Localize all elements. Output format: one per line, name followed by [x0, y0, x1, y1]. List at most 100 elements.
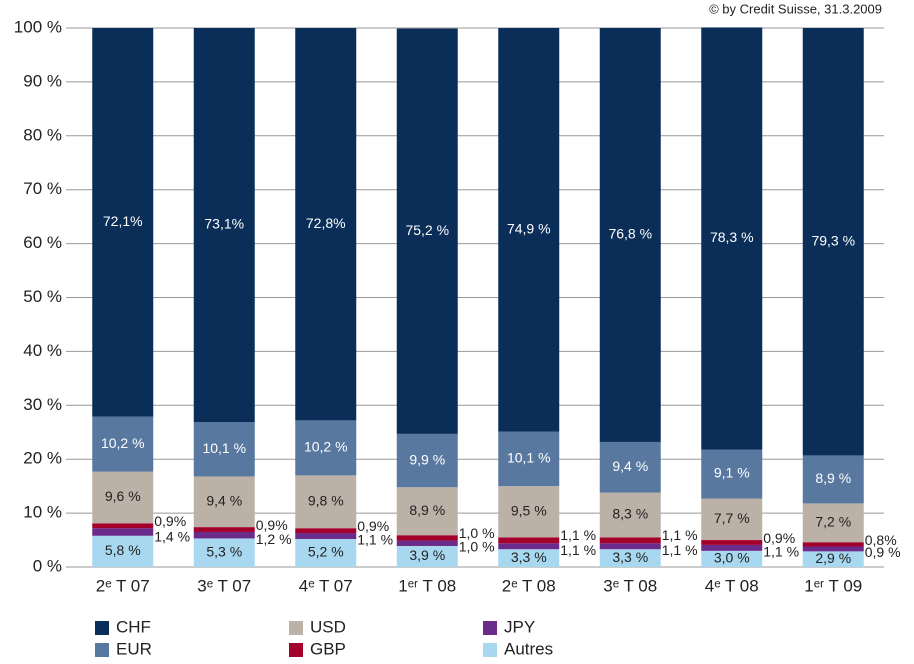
data-label: 9,9 %	[409, 451, 445, 467]
bar-segment	[802, 551, 864, 567]
y-tick-label: 30 %	[23, 395, 62, 414]
bar-segment	[295, 528, 357, 534]
bar-segment	[498, 28, 560, 432]
bar-segment	[701, 550, 763, 567]
data-label: 2,9 %	[815, 550, 851, 566]
bar-segment	[295, 475, 357, 529]
data-label: 78,3 %	[710, 229, 754, 245]
bar-segment	[599, 492, 661, 538]
data-label: 10,2 %	[101, 435, 145, 451]
bar-segment	[92, 471, 154, 524]
legend-swatch	[483, 621, 497, 635]
bar-segment	[701, 449, 763, 499]
y-tick-label: 70 %	[23, 179, 62, 198]
bar-segment	[498, 537, 560, 544]
bar-segment	[701, 544, 763, 551]
bar-segment	[498, 549, 560, 567]
data-label: 1,0 %	[459, 525, 495, 541]
x-tick-label: 3ᵉ T 07	[197, 576, 251, 595]
data-label: 5,2 %	[308, 544, 344, 560]
data-label: 1,4 %	[154, 528, 190, 544]
legend-swatch	[483, 643, 497, 657]
y-tick-label: 90 %	[23, 71, 62, 90]
data-label: 0,9%	[763, 530, 795, 546]
bar-segment	[193, 28, 255, 423]
data-label: 1,1 %	[763, 544, 799, 560]
data-label: 3,9 %	[409, 547, 445, 563]
bar-segment	[193, 422, 255, 477]
legend-swatch	[95, 643, 109, 657]
bar-segment	[498, 431, 560, 487]
bar-segment	[295, 28, 357, 421]
data-label: 5,3 %	[206, 543, 242, 559]
bar-segment	[295, 420, 357, 476]
x-tick-label: 2ᵉ T 08	[502, 576, 556, 595]
data-label: 1,1 %	[560, 527, 596, 543]
bar-segment	[802, 546, 864, 552]
bar-segment	[92, 416, 154, 472]
bar-segment	[599, 537, 661, 544]
bar-segment	[701, 27, 763, 450]
bar-segment	[92, 28, 154, 417]
data-label: 9,4 %	[612, 458, 648, 474]
legend-swatch	[289, 643, 303, 657]
legend-label: CHF	[116, 617, 151, 636]
x-tick-label: 1ᵉʳ T 09	[804, 576, 862, 595]
legend-swatch	[95, 621, 109, 635]
data-label: 0,9%	[154, 513, 186, 529]
x-tick-label: 1ᵉʳ T 08	[398, 576, 456, 595]
bar-segment	[599, 549, 661, 567]
x-tick-label: 4ᵉ T 08	[705, 576, 759, 595]
y-tick-label: 20 %	[23, 449, 62, 468]
data-label: 9,5 %	[511, 502, 547, 518]
bar-segment	[295, 538, 357, 567]
data-label: 9,6 %	[105, 488, 141, 504]
y-tick-label: 80 %	[23, 125, 62, 144]
data-label: 7,7 %	[714, 510, 750, 526]
data-label: 3,3 %	[612, 549, 648, 565]
bar-segment	[701, 540, 763, 545]
data-label: 1,2 %	[256, 531, 292, 547]
data-label: 74,9 %	[507, 221, 551, 237]
data-label: 76,8 %	[608, 226, 652, 242]
data-label: 72,1%	[103, 213, 143, 229]
data-label: 8,9 %	[409, 502, 445, 518]
y-tick-label: 60 %	[23, 233, 62, 252]
y-tick-label: 10 %	[23, 503, 62, 522]
bar-segment	[295, 533, 357, 539]
data-label: 9,1 %	[714, 465, 750, 481]
bar-segment	[802, 542, 864, 547]
bar-segment	[396, 545, 458, 567]
bar-segment	[396, 28, 458, 434]
data-label: 9,4 %	[206, 492, 242, 508]
source-note: © by Credit Suisse, 31.3.2009	[709, 1, 882, 16]
x-tick-label: 2ᵉ T 07	[96, 576, 150, 595]
data-label: 1,1 %	[662, 542, 698, 558]
bar-segment	[396, 487, 458, 536]
data-label: 8,9 %	[815, 470, 851, 486]
bar-segment	[498, 543, 560, 550]
legend-label: Autres	[504, 639, 553, 658]
data-label: 10,1 %	[202, 440, 246, 456]
y-tick-label: 100 %	[14, 17, 62, 36]
bar-segment	[802, 28, 864, 456]
x-tick-label: 3ᵉ T 08	[603, 576, 657, 595]
data-label: 1,0 %	[459, 539, 495, 555]
y-tick-label: 50 %	[23, 287, 62, 306]
data-label: 3,0 %	[714, 550, 750, 566]
bar-segment	[802, 503, 864, 543]
bar-segment	[396, 535, 458, 541]
data-label: 0,9%	[256, 517, 288, 533]
bar-segment	[92, 535, 154, 567]
bar-segment	[599, 441, 661, 493]
bar-segment	[92, 528, 154, 536]
bar-segment	[599, 28, 661, 442]
data-label: 7,2 %	[815, 514, 851, 530]
legend-label: EUR	[116, 639, 152, 658]
data-label: 9,8 %	[308, 492, 344, 508]
data-label: 1,1 %	[357, 532, 393, 548]
bar-segment	[193, 531, 255, 539]
bar-segment	[396, 540, 458, 546]
data-label: 79,3 %	[811, 232, 855, 248]
data-label: 0,8%	[865, 532, 897, 548]
